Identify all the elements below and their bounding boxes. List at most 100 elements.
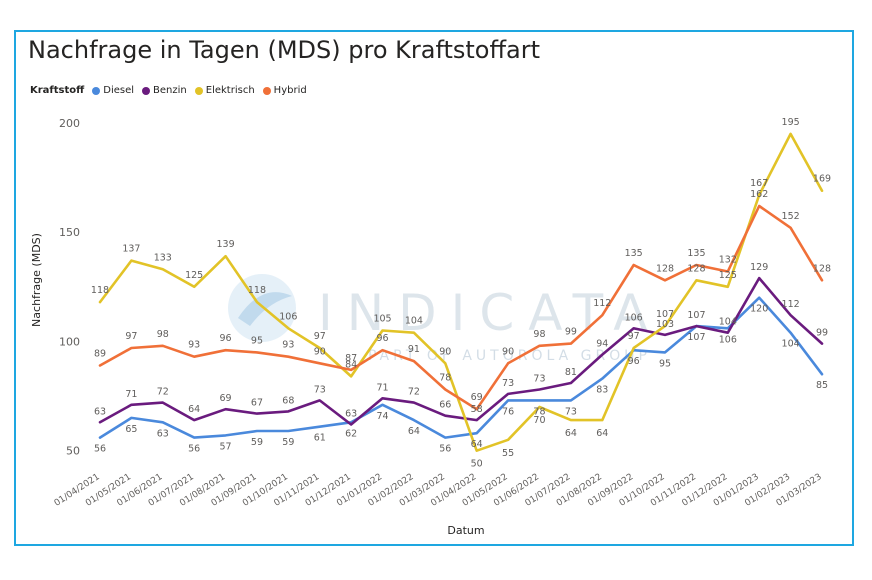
data-label-benzin-3: 64 — [188, 404, 200, 415]
data-label-elektrisch-17: 97 — [628, 331, 640, 342]
data-label-diesel-5: 59 — [251, 437, 263, 448]
data-label-elektrisch-16: 64 — [596, 428, 608, 439]
data-label-benzin-12: 58 — [471, 404, 483, 415]
data-label-hybrid-17: 135 — [625, 248, 643, 259]
data-label-diesel-1: 65 — [125, 424, 137, 435]
data-label-elektrisch-3: 125 — [185, 270, 203, 281]
data-label-hybrid-19: 135 — [687, 248, 705, 259]
data-label-diesel-13: 76 — [502, 406, 514, 417]
data-label-hybrid-12: 69 — [471, 392, 483, 403]
legend-label-hybrid: Hybrid — [273, 85, 307, 96]
data-label-elektrisch-14: 70 — [533, 415, 545, 426]
data-label-elektrisch-1: 137 — [122, 244, 140, 255]
data-label-elektrisch-18: 107 — [656, 309, 674, 320]
data-label-benzin-1: 71 — [125, 389, 137, 400]
data-label-diesel-9: 74 — [376, 411, 388, 422]
data-label-hybrid-20: 132 — [719, 255, 737, 266]
data-label-hybrid-7: 90 — [314, 346, 326, 357]
data-label-diesel-8: 62 — [345, 428, 357, 439]
data-label-hybrid-11: 78 — [439, 373, 451, 384]
watermark-brand: INDICATA — [318, 284, 662, 342]
legend-item-diesel[interactable]: Diesel — [92, 85, 134, 96]
legend-title: Kraftstoff — [30, 85, 85, 96]
data-label-hybrid-4: 96 — [220, 333, 232, 344]
data-label-elektrisch-13: 55 — [502, 448, 514, 459]
data-label-benzin-14: 73 — [533, 374, 545, 385]
data-label-benzin-8: 63 — [345, 408, 357, 419]
data-label-elektrisch-12: 50 — [471, 459, 483, 470]
data-label-elektrisch-23: 169 — [813, 174, 831, 185]
data-label-diesel-23: 85 — [816, 380, 828, 391]
data-label-diesel-7: 61 — [314, 433, 326, 444]
data-label-hybrid-9: 96 — [376, 333, 388, 344]
data-label-hybrid-6: 93 — [282, 340, 294, 351]
data-label-elektrisch-4: 139 — [216, 239, 234, 250]
data-labels: 56 65 63 56 57 59 59 61 62 74 64 56 64 76 78 73 83 96 95 10… — [91, 117, 831, 470]
data-label-elektrisch-20: 125 — [719, 270, 737, 281]
legend-item-hybrid[interactable]: Hybrid — [262, 85, 307, 96]
data-label-benzin-10: 72 — [408, 387, 420, 398]
data-label-hybrid-14: 98 — [533, 329, 545, 340]
data-label-elektrisch-0: 118 — [91, 285, 109, 296]
legend-item-elektrisch[interactable]: Elektrisch — [194, 85, 255, 96]
series-line-benzin[interactable] — [98, 276, 824, 426]
data-label-diesel-4: 57 — [220, 441, 232, 452]
data-label-diesel-19: 107 — [687, 332, 705, 343]
data-label-benzin-11: 66 — [439, 400, 451, 411]
watermark-tagline: PART OF AUTOROLA GROUP — [368, 348, 651, 364]
data-label-benzin-15: 81 — [565, 367, 577, 378]
data-label-benzin-18: 103 — [656, 319, 674, 330]
legend-dot-elektrisch — [194, 86, 203, 95]
data-label-diesel-6: 59 — [282, 437, 294, 448]
data-label-elektrisch-5: 118 — [248, 285, 266, 296]
y-axis-label: Nachfrage (MDS) — [30, 233, 43, 327]
x-axis: 01/04/202101/05/202101/06/202101/07/2021… — [53, 472, 824, 509]
series-line-hybrid[interactable] — [98, 204, 824, 411]
data-label-elektrisch-6: 106 — [279, 311, 297, 322]
legend-item-benzin[interactable]: Benzin — [142, 85, 187, 96]
data-label-diesel-10: 64 — [408, 426, 420, 437]
data-label-diesel-21: 120 — [750, 304, 768, 315]
data-label-hybrid-10: 91 — [408, 344, 420, 355]
data-label-benzin-13: 73 — [502, 378, 514, 389]
series-lines — [98, 132, 824, 453]
data-label-diesel-15: 73 — [565, 406, 577, 417]
data-label-elektrisch-10: 104 — [405, 316, 423, 327]
data-label-hybrid-16: 112 — [593, 298, 611, 309]
data-label-elektrisch-15: 64 — [565, 428, 577, 439]
data-label-elektrisch-8: 84 — [345, 359, 357, 370]
data-label-benzin-17: 106 — [625, 312, 643, 323]
data-label-hybrid-15: 99 — [565, 327, 577, 338]
data-label-benzin-6: 68 — [282, 395, 294, 406]
legend-dot-hybrid — [262, 86, 271, 95]
y-tick-50: 50 — [66, 445, 80, 458]
chart-frame — [14, 30, 854, 546]
data-label-benzin-20: 104 — [719, 317, 737, 328]
data-label-diesel-12: 64 — [471, 439, 483, 450]
data-label-diesel-11: 56 — [439, 444, 451, 455]
data-label-diesel-18: 95 — [659, 358, 671, 369]
series-line-elektrisch[interactable] — [98, 132, 824, 453]
data-label-elektrisch-9: 105 — [373, 314, 391, 325]
data-label-hybrid-3: 93 — [188, 340, 200, 351]
data-label-benzin-22: 112 — [782, 299, 800, 310]
legend-label-diesel: Diesel — [103, 85, 135, 96]
x-axis-label: Datum — [447, 524, 484, 537]
data-label-diesel-2: 63 — [157, 428, 169, 439]
chart-title: Nachfrage in Tagen (MDS) pro Kraftstoffa… — [28, 36, 540, 64]
data-label-diesel-17: 96 — [628, 356, 640, 367]
data-label-benzin-23: 99 — [816, 328, 828, 339]
data-label-elektrisch-11: 90 — [439, 346, 451, 357]
data-label-elektrisch-21: 167 — [750, 178, 768, 189]
y-tick-200: 200 — [59, 117, 80, 130]
y-tick-150: 150 — [59, 226, 80, 239]
data-label-hybrid-2: 98 — [157, 329, 169, 340]
legend-dot-diesel — [92, 86, 101, 95]
data-label-elektrisch-7: 97 — [314, 331, 326, 342]
data-label-diesel-0: 56 — [94, 444, 106, 455]
data-label-benzin-21: 129 — [750, 262, 768, 273]
legend-label-elektrisch: Elektrisch — [205, 85, 255, 96]
data-label-benzin-19: 107 — [687, 310, 705, 321]
data-label-benzin-2: 72 — [157, 387, 169, 398]
data-label-benzin-7: 73 — [314, 384, 326, 395]
